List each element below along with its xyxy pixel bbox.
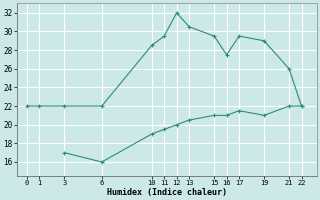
X-axis label: Humidex (Indice chaleur): Humidex (Indice chaleur) [107, 188, 227, 197]
